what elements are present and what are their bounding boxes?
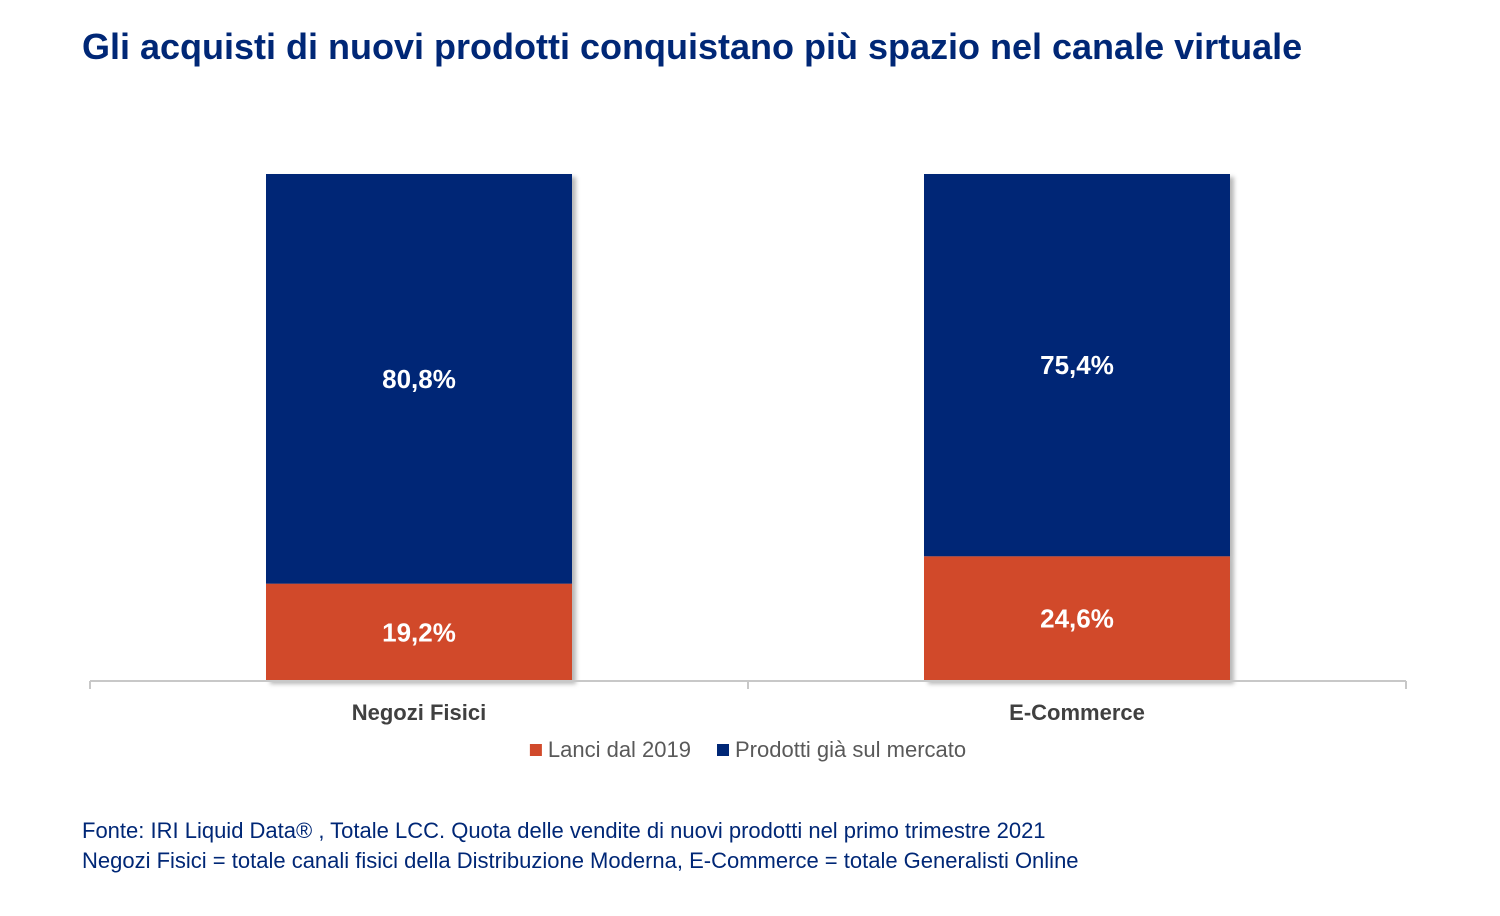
bar-segment-prodotti-0 xyxy=(266,174,572,584)
data-label-prodotti-1: 75,4% xyxy=(1040,350,1114,380)
legend-marker-prodotti xyxy=(717,744,730,756)
chart-title: Gli acquisti di nuovi prodotti conquista… xyxy=(82,26,1303,67)
source-line-2: Negozi Fisici = totale canali fisici del… xyxy=(82,848,1079,873)
data-label-lanci-1: 24,6% xyxy=(1040,604,1114,634)
source-line-1: Fonte: IRI Liquid Data® , Totale LCC. Qu… xyxy=(82,818,1046,843)
bar-stack-1 xyxy=(924,174,1230,681)
bar-segment-lanci-1 xyxy=(924,556,1230,681)
legend: Lanci dal 2019 Prodotti già sul mercato xyxy=(529,737,966,762)
data-label-lanci-0: 19,2% xyxy=(382,617,456,647)
legend-label-lanci: Lanci dal 2019 xyxy=(548,737,691,762)
data-label-prodotti-0: 80,8% xyxy=(382,364,456,394)
bar-segment-lanci-0 xyxy=(266,583,572,681)
source-note: Fonte: IRI Liquid Data® , Totale LCC. Qu… xyxy=(82,816,1482,876)
legend-marker-lanci xyxy=(529,744,542,756)
bar-stack-0 xyxy=(266,174,572,681)
x-tick-label-0: Negozi Fisici xyxy=(352,700,486,725)
x-tick-label-1: E-Commerce xyxy=(1009,700,1145,725)
legend-label-prodotti: Prodotti già sul mercato xyxy=(735,737,966,762)
bar-segment-prodotti-1 xyxy=(924,174,1230,557)
stacked-bar-chart: 19,2% 80,8% Negozi Fisici 24,6% 75,4% E-Comme… xyxy=(89,174,1407,762)
